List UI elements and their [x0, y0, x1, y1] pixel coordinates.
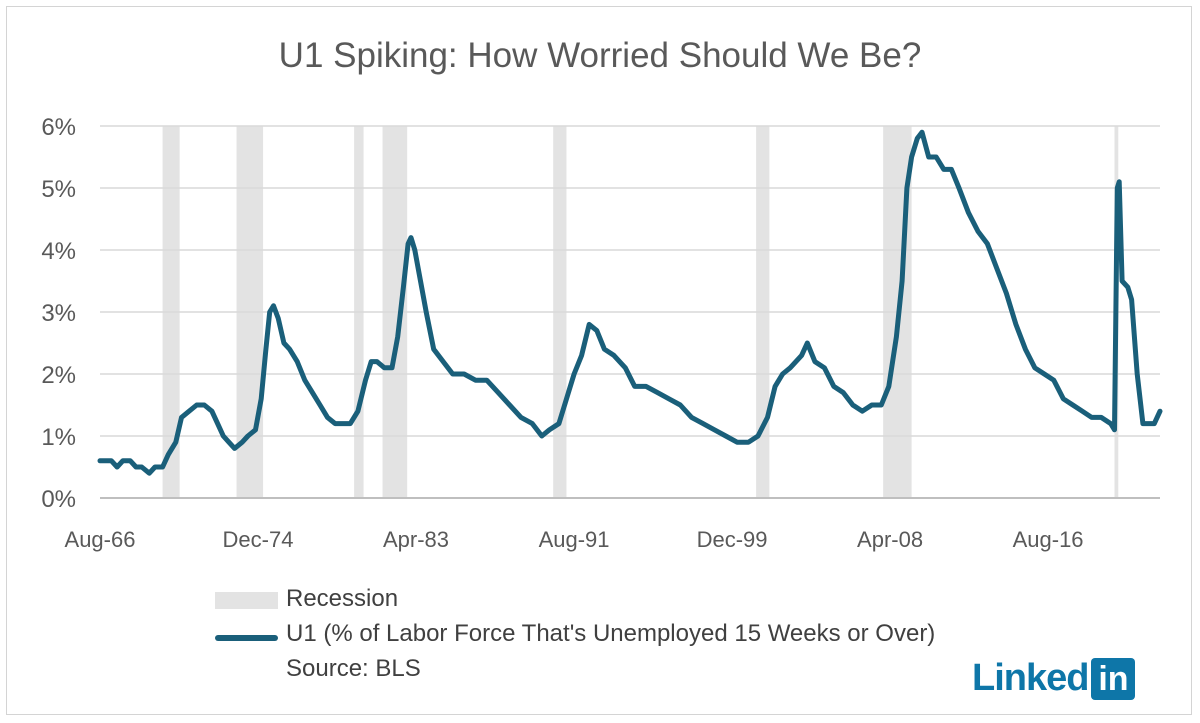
legend-swatch-u1 — [215, 635, 278, 641]
linkedin-logo: Linked in — [972, 656, 1136, 701]
y-tick-label: 4% — [41, 238, 76, 265]
y-tick-label: 1% — [41, 424, 76, 451]
x-tick-label: Aug-91 — [539, 527, 610, 552]
y-tick-label: 2% — [41, 362, 76, 389]
x-tick-label: Apr-83 — [383, 527, 449, 552]
source-label: Source: BLS — [286, 655, 421, 682]
legend-label-u1: U1 (% of Labor Force That's Unemployed 1… — [286, 620, 936, 647]
chart-title: U1 Spiking: How Worried Should We Be? — [278, 36, 922, 75]
logo-in-box: in — [1091, 657, 1136, 700]
x-tick-label: Aug-16 — [1013, 527, 1084, 552]
x-tick-label: Dec-99 — [697, 527, 768, 552]
y-tick-label: 3% — [41, 300, 76, 327]
axes: 0% 1% 2% 3% 4% 5% 6% Aug-66 Dec-74 Apr-83 Aug-91 De… — [41, 114, 1160, 552]
legend-label-recession: Recession — [286, 585, 399, 612]
x-tick-label: Apr-08 — [857, 527, 923, 552]
x-tick-label: Dec-74 — [223, 527, 294, 552]
series-line-u1 — [97, 129, 1163, 476]
chart-frame — [6, 6, 1192, 715]
logo-wordmark: Linked — [972, 657, 1089, 699]
series-layer — [97, 129, 1163, 476]
y-tick-label: 6% — [41, 114, 76, 141]
y-tick-label: 5% — [41, 176, 76, 203]
x-tick-label: Aug-66 — [65, 527, 136, 552]
legend-swatch-recession — [215, 592, 278, 609]
y-tick-label: 0% — [41, 486, 76, 513]
